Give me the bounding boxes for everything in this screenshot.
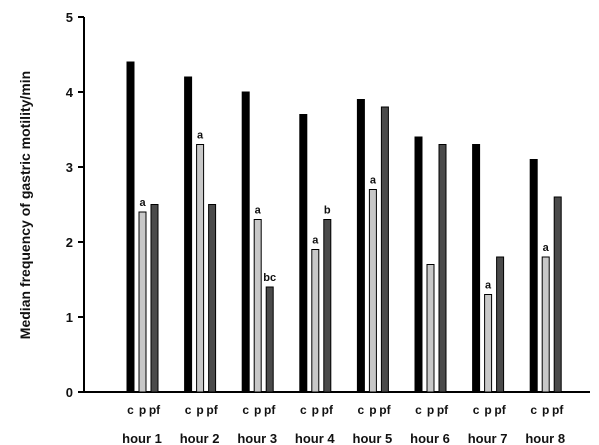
bar-pf — [380, 106, 389, 393]
significance-annotation: a — [312, 235, 319, 247]
series-label: pf — [264, 403, 276, 417]
series-label: pf — [322, 403, 334, 417]
series-label: c — [185, 403, 192, 417]
category-label: hour 7 — [468, 431, 508, 445]
series-label: c — [127, 403, 134, 417]
category-label: hour 6 — [410, 431, 450, 445]
bar-c — [529, 159, 538, 393]
significance-annotation: a — [197, 130, 204, 142]
bar-p — [311, 249, 320, 393]
y-tick-label: 2 — [66, 235, 73, 250]
series-label: p — [484, 403, 491, 417]
bar-pf — [265, 286, 274, 393]
bar-pf — [553, 196, 562, 393]
series-label: p — [196, 403, 203, 417]
series-label: p — [312, 403, 319, 417]
category-label: hour 4 — [295, 431, 335, 445]
series-label: pf — [149, 403, 161, 417]
significance-annotation: a — [370, 175, 377, 187]
bar-p — [253, 219, 262, 393]
y-tick-label: 5 — [66, 10, 73, 25]
significance-annotation: bc — [263, 272, 276, 284]
y-tick-label: 3 — [66, 160, 73, 175]
bar-pf — [208, 204, 217, 393]
y-tick-label: 1 — [66, 310, 73, 325]
category-label: hour 5 — [353, 431, 393, 445]
significance-annotation: a — [485, 280, 492, 292]
bar-pf — [496, 256, 505, 393]
y-axis-label: Median frequency of gastric motility/min — [17, 71, 33, 339]
bar-c — [472, 144, 481, 393]
series-label: c — [530, 403, 537, 417]
bar-pf — [150, 204, 159, 393]
bar-p — [426, 264, 435, 393]
series-label: c — [473, 403, 480, 417]
series-label: p — [427, 403, 434, 417]
bar-pf — [323, 219, 332, 393]
bar-pf — [438, 144, 447, 393]
bar-c — [414, 136, 423, 393]
bar-c — [356, 99, 365, 393]
series-label: pf — [494, 403, 506, 417]
significance-annotation: b — [324, 205, 331, 217]
bar-c — [299, 114, 308, 393]
y-tick-label: 4 — [66, 85, 74, 100]
series-label: p — [542, 403, 549, 417]
category-label: hour 2 — [180, 431, 220, 445]
significance-annotation: a — [139, 197, 146, 209]
series-label: p — [369, 403, 376, 417]
axes: 0 1 2 3 4 5 — [66, 10, 590, 400]
series-label: pf — [437, 403, 449, 417]
bar-c — [126, 61, 135, 393]
series-label: pf — [552, 403, 564, 417]
bar-c — [241, 91, 250, 393]
bar-p — [196, 144, 205, 393]
bars — [126, 61, 562, 393]
category-label: hour 3 — [237, 431, 277, 445]
series-label: c — [242, 403, 249, 417]
annotations: a a a bc a b a a a — [139, 130, 549, 292]
series-label: pf — [379, 403, 391, 417]
significance-annotation: a — [255, 205, 262, 217]
series-label: c — [358, 403, 365, 417]
bar-p — [368, 189, 377, 393]
series-label: pf — [206, 403, 218, 417]
bar-p — [138, 211, 147, 393]
bar-p — [541, 256, 550, 393]
series-label: p — [254, 403, 261, 417]
significance-annotation: a — [543, 242, 550, 254]
category-label: hour 1 — [122, 431, 162, 445]
series-label: c — [415, 403, 422, 417]
series-label: c — [300, 403, 307, 417]
series-label: p — [139, 403, 146, 417]
bar-p — [484, 294, 493, 393]
category-label: hour 8 — [525, 431, 565, 445]
y-tick-label: 0 — [66, 385, 73, 400]
bar-c — [184, 76, 193, 393]
